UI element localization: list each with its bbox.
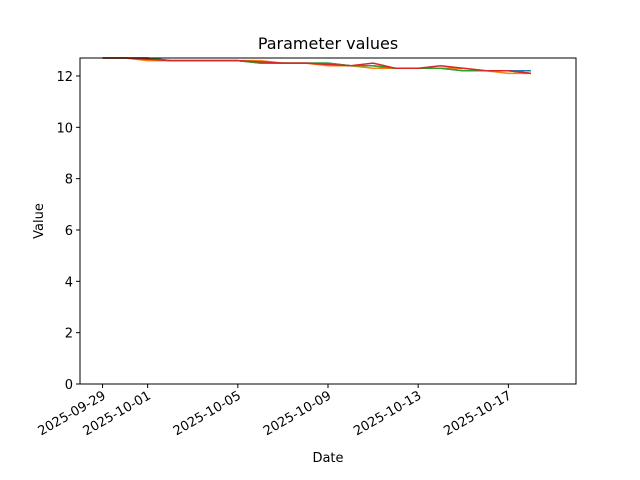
chart-title: Parameter values: [258, 34, 398, 53]
y-tick-label: 6: [65, 224, 73, 239]
y-tick-label: 4: [65, 275, 73, 290]
y-tick-label: 10: [56, 121, 73, 136]
x-tick-label: 2025-10-09: [261, 388, 334, 439]
x-tick-label: 2025-10-13: [351, 388, 424, 439]
y-tick-label: 0: [65, 378, 73, 393]
x-tick-label: 2025-10-17: [441, 388, 514, 439]
x-tick-label: 2025-10-05: [171, 388, 244, 439]
y-tick-label: 12: [56, 70, 73, 85]
y-tick-label: 8: [65, 173, 73, 188]
x-axis-label: Date: [312, 451, 343, 466]
plot-frame: [79, 57, 577, 385]
y-tick-label: 2: [65, 327, 73, 342]
y-axis-label: Value: [32, 203, 47, 239]
data-line: [102, 57, 531, 75]
